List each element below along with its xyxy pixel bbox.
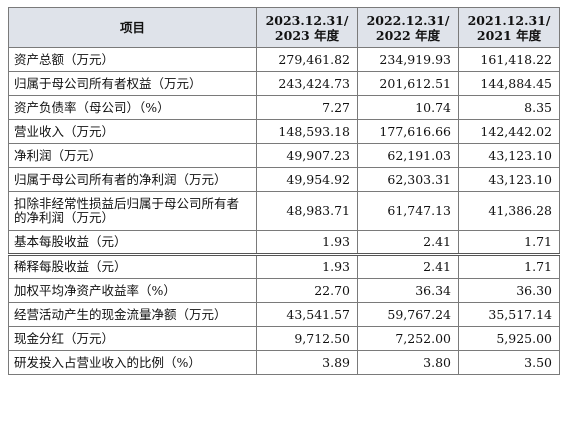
header-period-2023: 2023.12.31/ 2023 年度: [256, 7, 358, 48]
table-row: 资产负债率（母公司）（%） 7.27 10.74 8.35: [8, 95, 560, 120]
header-period-year: 2022 年度: [375, 27, 441, 43]
row-label: 稀释每股收益（元）: [8, 253, 257, 279]
row-value: 3.89: [256, 350, 358, 375]
row-value: 36.34: [357, 278, 459, 303]
row-label: 资产总额（万元）: [8, 47, 257, 72]
row-value: 49,954.92: [256, 167, 358, 192]
row-value: 1.71: [458, 230, 560, 255]
row-value: 61,747.13: [357, 191, 459, 231]
row-value: 9,712.50: [256, 326, 358, 351]
row-value: 35,517.14: [458, 302, 560, 327]
table-row: 经营活动产生的现金流量净额（万元） 43,541.57 59,767.24 35…: [8, 302, 560, 327]
row-value: 161,418.22: [458, 47, 560, 72]
row-value: 144,884.45: [458, 71, 560, 96]
row-value: 43,123.10: [458, 167, 560, 192]
row-value: 62,303.31: [357, 167, 459, 192]
header-period-date: 2021.12.31/: [467, 12, 551, 28]
table-row: 加权平均净资产收益率（%） 22.70 36.34 36.30: [8, 278, 560, 303]
table-row: 现金分红（万元） 9,712.50 7,252.00 5,925.00: [8, 326, 560, 351]
row-value: 43,123.10: [458, 143, 560, 168]
table-row: 资产总额（万元） 279,461.82 234,919.93 161,418.2…: [8, 47, 560, 72]
row-label: 研发投入占营业收入的比例（%）: [8, 350, 257, 375]
row-value: 234,919.93: [357, 47, 459, 72]
row-value: 243,424.73: [256, 71, 358, 96]
row-label: 归属于母公司所有者权益（万元）: [8, 71, 257, 96]
row-value: 177,616.66: [357, 119, 459, 144]
row-value: 2.41: [357, 253, 459, 279]
header-period-year: 2021 年度: [476, 27, 542, 43]
header-row: 项目 2023.12.31/ 2023 年度 2022.12.31/ 2022 …: [8, 7, 560, 48]
row-value: 148,593.18: [256, 119, 358, 144]
header-item: 项目: [8, 7, 257, 48]
table-row: 研发投入占营业收入的比例（%） 3.89 3.80 3.50: [8, 350, 560, 375]
row-value: 1.93: [256, 230, 358, 255]
row-label: 现金分红（万元）: [8, 326, 257, 351]
row-value: 142,442.02: [458, 119, 560, 144]
header-period-year: 2023 年度: [274, 27, 340, 43]
row-value: 279,461.82: [256, 47, 358, 72]
row-label: 营业收入（万元）: [8, 119, 257, 144]
row-value: 201,612.51: [357, 71, 459, 96]
table-row: 扣除非经常性损益后归属于母公司所有者的净利润（万元） 48,983.71 61,…: [8, 191, 560, 231]
row-value: 48,983.71: [256, 191, 358, 231]
row-value: 3.50: [458, 350, 560, 375]
row-value: 2.41: [357, 230, 459, 255]
row-value: 59,767.24: [357, 302, 459, 327]
header-period-date: 2023.12.31/: [265, 12, 349, 28]
header-period-date: 2022.12.31/: [366, 12, 450, 28]
row-value: 43,541.57: [256, 302, 358, 327]
row-value: 62,191.03: [357, 143, 459, 168]
row-value: 22.70: [256, 278, 358, 303]
table-row: 归属于母公司所有者权益（万元） 243,424.73 201,612.51 14…: [8, 71, 560, 96]
table-row: 稀释每股收益（元） 1.93 2.41 1.71: [8, 253, 560, 279]
row-label: 基本每股收益（元）: [8, 230, 257, 255]
row-value: 1.93: [256, 253, 358, 279]
row-label: 资产负债率（母公司）（%）: [8, 95, 257, 120]
row-value: 8.35: [458, 95, 560, 120]
header-period-2021: 2021.12.31/ 2021 年度: [458, 7, 560, 48]
row-value: 3.80: [357, 350, 459, 375]
row-label: 加权平均净资产收益率（%）: [8, 278, 257, 303]
row-label: 归属于母公司所有者的净利润（万元）: [8, 167, 257, 192]
row-value: 7.27: [256, 95, 358, 120]
row-value: 36.30: [458, 278, 560, 303]
row-value: 10.74: [357, 95, 459, 120]
header-period-2022: 2022.12.31/ 2022 年度: [357, 7, 459, 48]
financial-indicators-table: 项目 2023.12.31/ 2023 年度 2022.12.31/ 2022 …: [8, 7, 560, 375]
row-label: 扣除非经常性损益后归属于母公司所有者的净利润（万元）: [8, 191, 257, 231]
table-row: 净利润（万元） 49,907.23 62,191.03 43,123.10: [8, 143, 560, 168]
row-value: 41,386.28: [458, 191, 560, 231]
row-value: 7,252.00: [357, 326, 459, 351]
row-value: 1.71: [458, 253, 560, 279]
table-row: 营业收入（万元） 148,593.18 177,616.66 142,442.0…: [8, 119, 560, 144]
table-row: 基本每股收益（元） 1.93 2.41 1.71: [8, 230, 560, 255]
row-label: 净利润（万元）: [8, 143, 257, 168]
table-row: 归属于母公司所有者的净利润（万元） 49,954.92 62,303.31 43…: [8, 167, 560, 192]
row-value: 49,907.23: [256, 143, 358, 168]
row-label: 经营活动产生的现金流量净额（万元）: [8, 302, 257, 327]
row-value: 5,925.00: [458, 326, 560, 351]
